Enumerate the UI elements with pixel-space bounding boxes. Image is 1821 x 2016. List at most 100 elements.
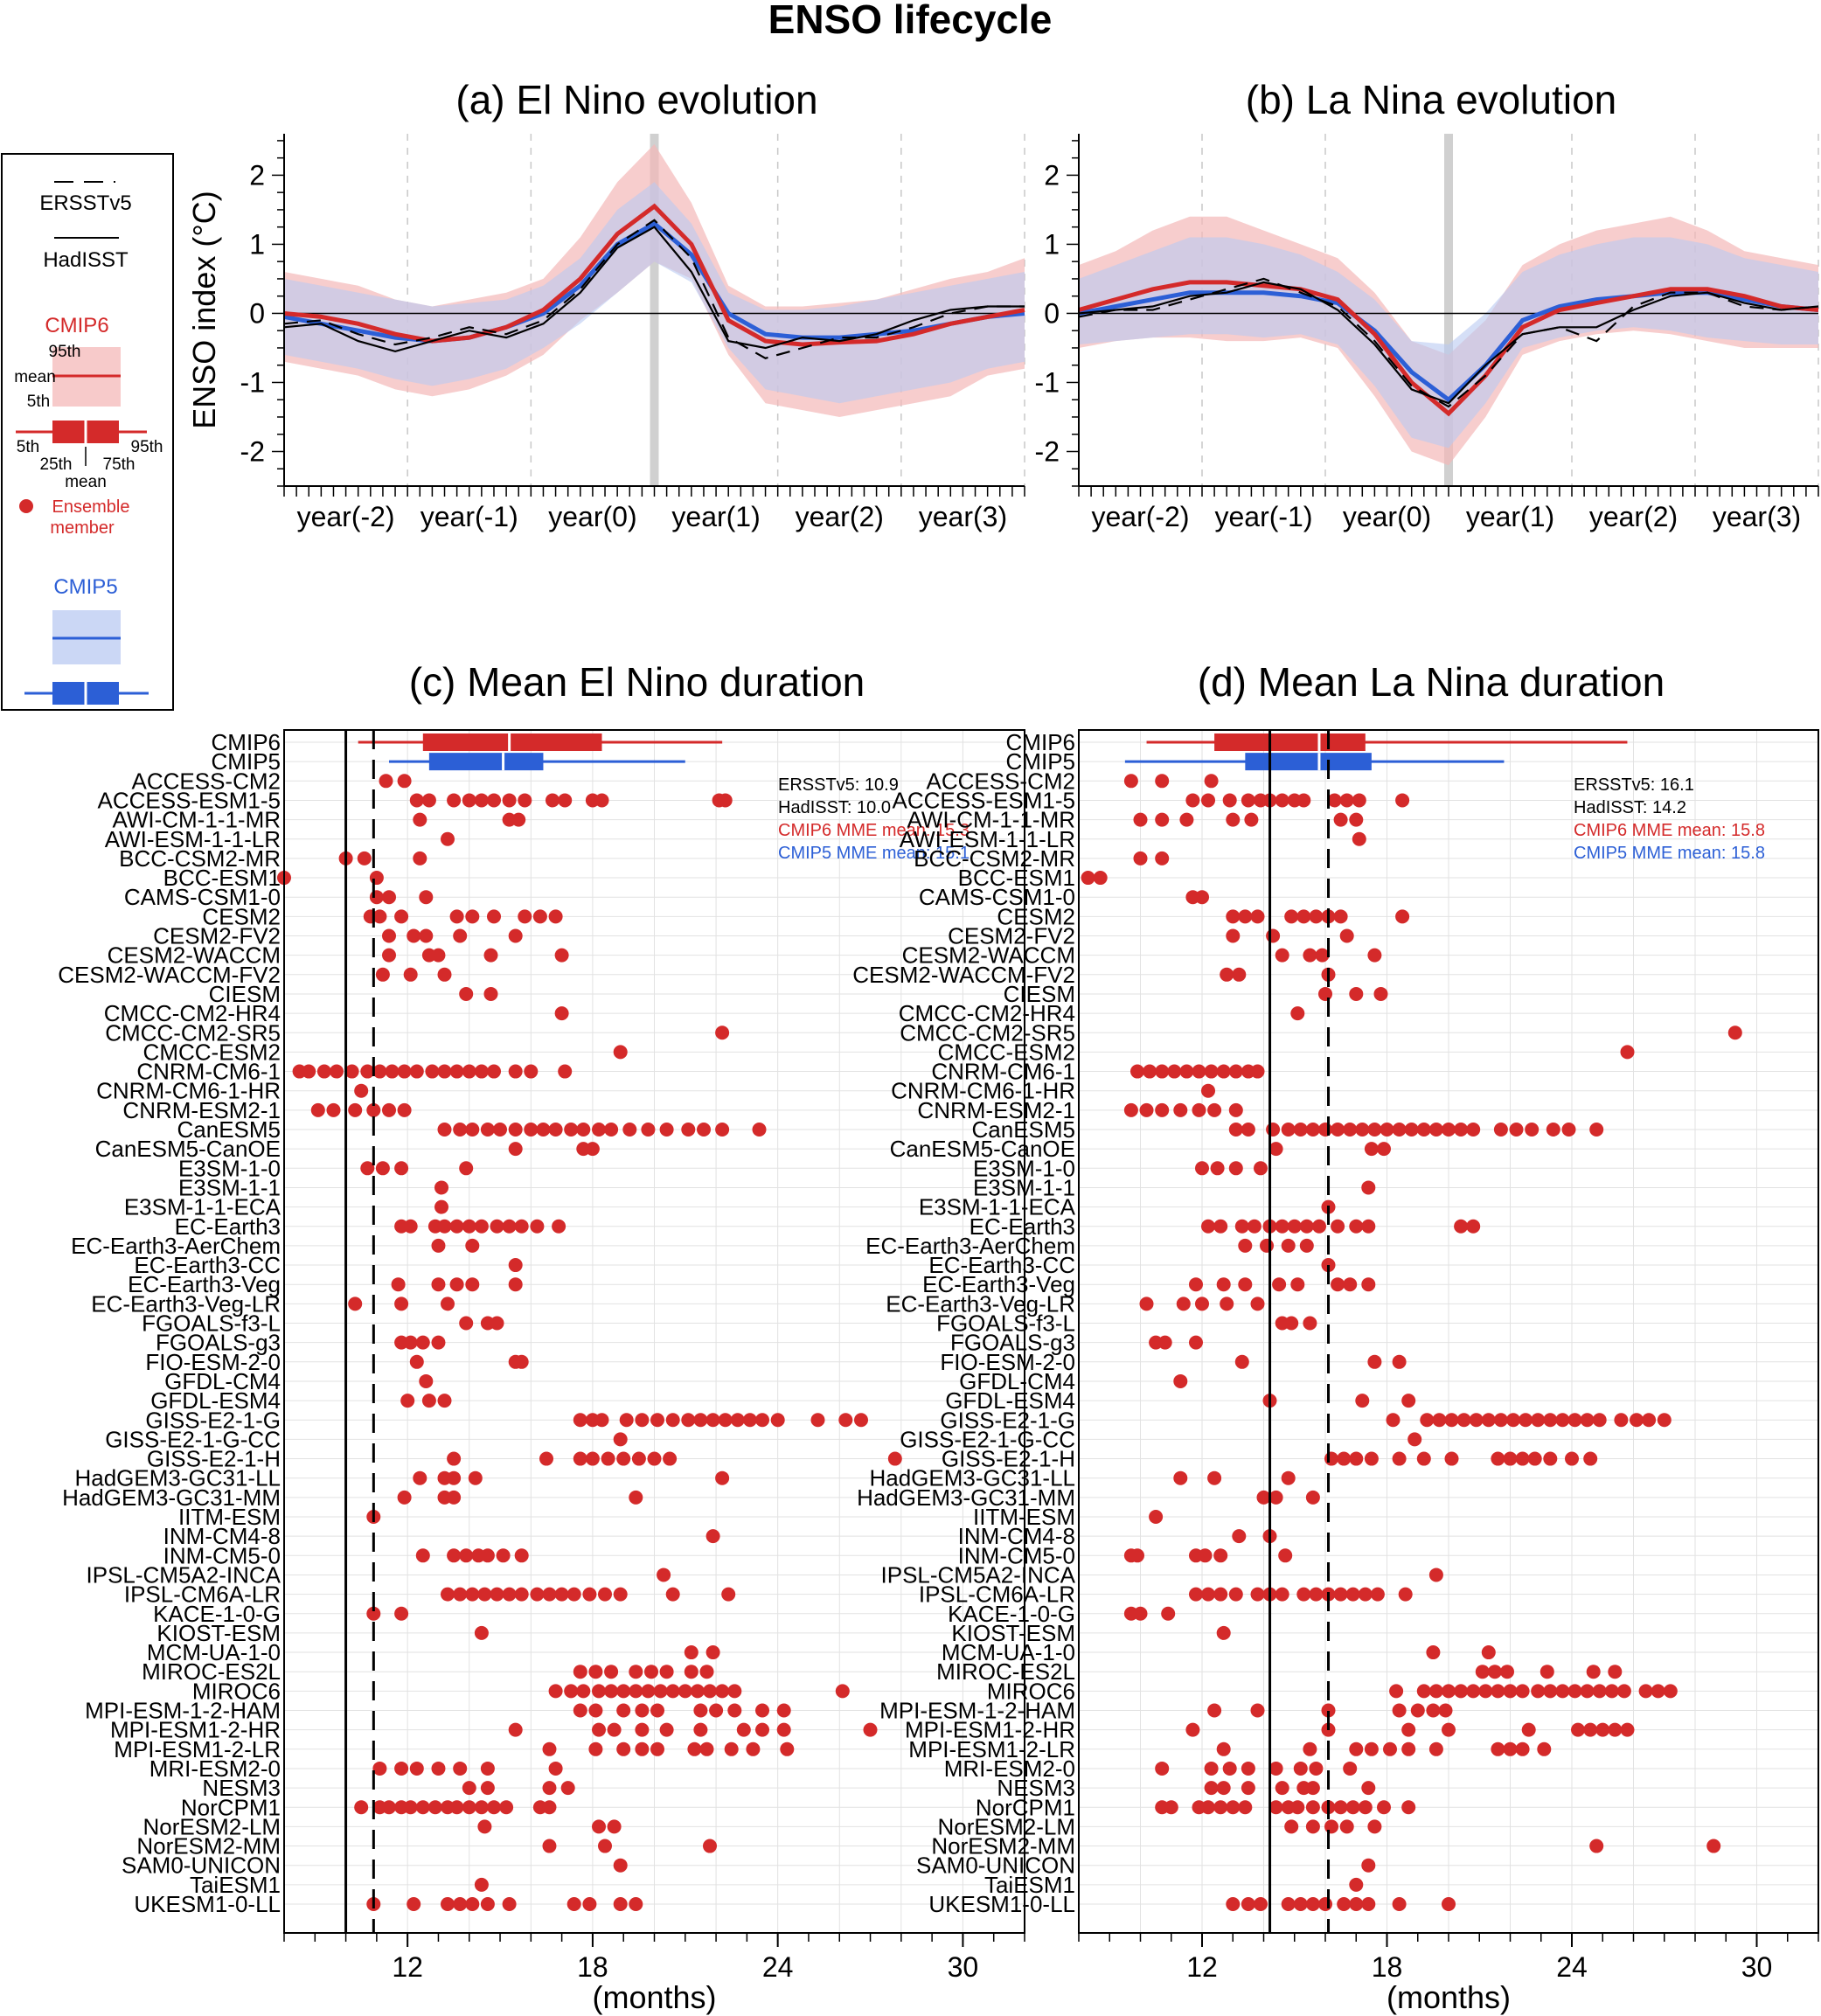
member-dot [1349,1877,1364,1892]
member-dot [1305,1781,1320,1796]
row-label: HadGEM3-GC31-LL [869,1465,1075,1491]
row-label: CIESM [209,981,281,1007]
member-dot [462,1064,476,1079]
member-dot [1189,1277,1203,1292]
member-dot [1630,1413,1644,1428]
peak-marker-bar [650,134,659,486]
member-dot [1155,851,1170,865]
row-label: EC-Earth3-Veg-LR [91,1290,281,1317]
member-dot [629,1684,643,1699]
row-label: CESM2-FV2 [153,923,281,949]
row-label: EC-Earth3 [970,1213,1075,1240]
member-dot [1234,1219,1249,1234]
member-dot [1284,909,1299,924]
member-dot [1333,1587,1348,1602]
member-dot [1226,928,1241,943]
member-dot [1339,1819,1354,1834]
member-dot [1185,1722,1200,1737]
member-dot [1380,1123,1394,1137]
member-dot [629,1490,643,1505]
member-dot [1352,831,1366,846]
member-dot [715,1025,730,1040]
member-dot [447,1451,462,1466]
member-dot [508,1722,523,1737]
member-dot [1466,1219,1481,1234]
member-dot [447,793,462,808]
row-label: MPI-ESM-1-2-HAM [879,1698,1075,1724]
row-label: CanESM5-CanOE [95,1136,281,1162]
member-dot [1478,1684,1493,1699]
row-label: CAMS-CSM1-0 [919,884,1075,910]
member-dot [693,1722,708,1737]
member-dot [1296,909,1311,924]
member-dot [1592,1684,1607,1699]
member-dot [1250,1703,1265,1718]
member-dot [1349,1741,1364,1756]
x-tick-label: 18 [1372,1951,1403,1983]
member-dot [1305,1897,1320,1911]
member-dot [465,1123,480,1137]
row-label: GISS-E2-1-H [147,1446,281,1472]
member-dot [1268,1490,1283,1505]
member-dot [1442,1123,1456,1137]
member-dot [770,1413,785,1428]
member-dot [480,1123,495,1137]
row-label: GISS-E2-1-G [145,1407,281,1433]
panel-title: (c) Mean El Nino duration [409,659,865,705]
member-dot [1216,1064,1231,1079]
member-dot [1345,1800,1360,1815]
x-tick-label: year(1) [671,501,760,532]
member-dot [409,793,424,808]
member-dot [409,1761,424,1776]
summary-label: CMIP6 MME mean: 15.8 [1574,821,1765,840]
legend-box-mean-label: mean [65,473,107,491]
row-label: BCC-ESM1 [163,865,281,891]
cmip6-mean-line [1078,280,1819,417]
row-label: MCM-UA-1-0 [942,1639,1075,1665]
member-dot [1123,774,1138,789]
row-label: TaiESM1 [984,1872,1075,1898]
member-dot [1428,1123,1443,1137]
member-dot [477,1819,492,1834]
member-dot [1349,1451,1364,1466]
row-label: MIROC6 [987,1678,1075,1704]
member-dot [1266,928,1281,943]
member-dot [727,1703,742,1718]
member-dot [421,1394,436,1408]
member-dot [490,1587,504,1602]
member-dot [1241,793,1255,808]
member-dot [613,1897,628,1911]
member-dot [1442,1684,1456,1699]
member-dot [1345,1587,1360,1602]
legend-box-p75-label: 75th [103,455,136,474]
member-dot [511,812,526,827]
member-dot [588,1703,603,1718]
member-dot [1254,1161,1268,1176]
member-dot [344,1064,359,1079]
member-dot [635,1703,650,1718]
member-dot [474,1064,489,1079]
row-label: FGOALS-g3 [950,1330,1075,1356]
mme-iqr-box [428,753,544,771]
member-dot [1241,1123,1255,1137]
member-dot [690,1684,705,1699]
x-axis-title: (months) [1387,1979,1511,2015]
member-dot [403,1335,418,1350]
member-dot [369,871,384,886]
member-dot [400,1394,415,1408]
member-dot [746,1741,761,1756]
member-dot [699,1665,714,1679]
member-dot [1185,793,1200,808]
member-dot [480,1548,495,1563]
member-dot [1426,1703,1441,1718]
member-dot [360,1161,375,1176]
member-dot [1312,1219,1326,1234]
y-tick-label: -1 [240,366,265,398]
member-dot [715,1470,730,1485]
row-label: GFDL-ESM4 [150,1387,281,1414]
row-label: BCC-CSM2-MR [914,845,1075,872]
row-label: CAMS-CSM1-0 [124,884,281,910]
member-dot [1299,1238,1314,1253]
member-dot [1620,1045,1635,1060]
panel-title: (d) Mean La Nina duration [1198,659,1665,705]
